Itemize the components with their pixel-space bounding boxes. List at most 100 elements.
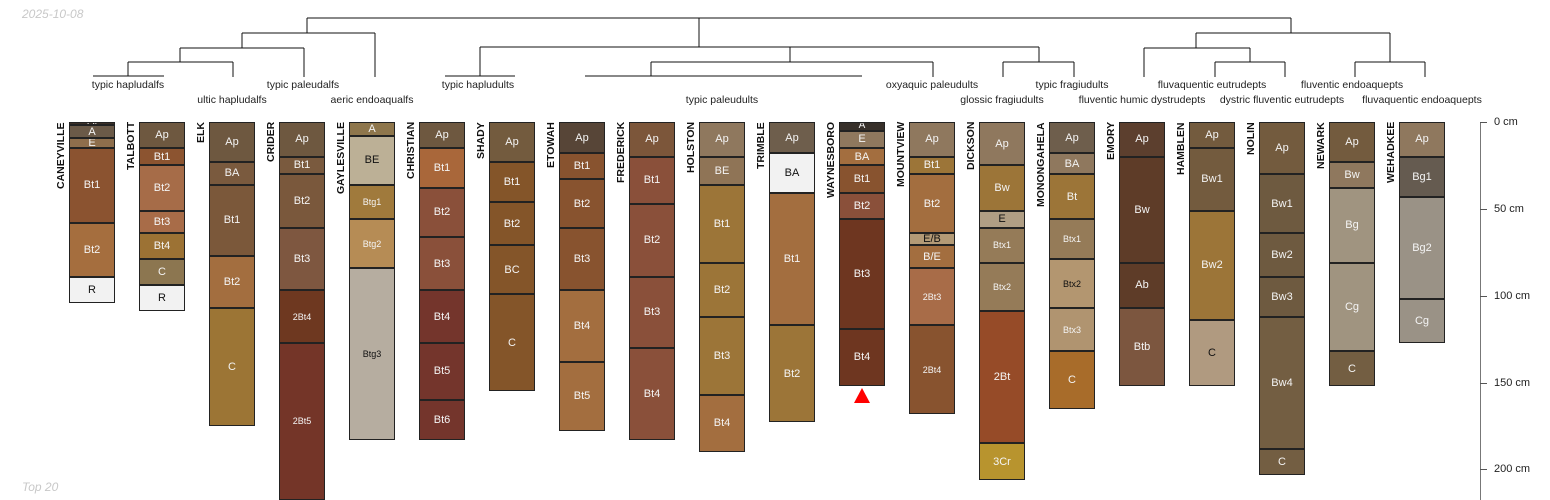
horizon: Bt4 <box>839 328 885 386</box>
profile-name: WAYNESBORO <box>825 121 837 198</box>
profile-name: DICKSON <box>965 121 977 170</box>
horizon: Bt3 <box>559 227 605 291</box>
horizon: Bt2 <box>279 174 325 228</box>
profile-name: HAMBLEN <box>1175 122 1187 176</box>
horizon: Bt3 <box>419 236 465 291</box>
horizon: Bt1 <box>559 153 605 180</box>
horizon: Cg <box>1329 262 1375 352</box>
horizon: E <box>979 210 1025 228</box>
axis-tick <box>1480 122 1487 123</box>
horizon: Ap <box>1329 122 1375 162</box>
profile-name: MONONGAHELA <box>1035 122 1047 207</box>
axis-tick-label: 0 cm <box>1494 116 1518 128</box>
taxon-label: typic paleudults <box>685 94 759 106</box>
profile-name: GAYLESVILLE <box>335 122 347 194</box>
horizon: Bt2 <box>139 165 185 211</box>
horizon: B/E <box>909 245 955 268</box>
horizon: Bt2 <box>69 222 115 277</box>
profile-name: CHRISTIAN <box>405 121 417 179</box>
axis-tick <box>1480 208 1487 210</box>
profile-name: ETOWAH <box>545 122 557 168</box>
horizon: C <box>1329 351 1375 387</box>
horizon: Ap <box>279 122 325 157</box>
axis-tick <box>1480 469 1487 471</box>
red-triangle-icon <box>854 388 870 404</box>
horizon: Bw4 <box>1259 316 1305 449</box>
taxon-label: typic paleudalfs <box>266 79 340 91</box>
horizon: Bt6 <box>419 399 465 440</box>
profile-name: SHADY <box>475 122 487 159</box>
horizon: BA <box>769 153 815 194</box>
taxon-label: fluvaquentic eutrudepts <box>1157 79 1267 91</box>
horizon: Ap <box>979 122 1025 166</box>
horizon: Bw <box>1329 161 1375 188</box>
horizon: E/B <box>909 233 955 246</box>
profile-name: WEHADKEE <box>1385 121 1397 183</box>
horizon: Bt1 <box>419 148 465 188</box>
axis-tick-label: 200 cm <box>1494 463 1531 476</box>
horizon: Bt4 <box>699 394 745 453</box>
horizon: Ap <box>699 122 745 157</box>
horizon: A <box>839 122 885 131</box>
horizon: R <box>139 285 185 312</box>
horizon: Bt1 <box>139 148 185 166</box>
horizon: Bt2 <box>419 188 465 237</box>
horizon: Btg1 <box>349 184 395 220</box>
horizon: BA <box>839 148 885 166</box>
axis-tick <box>1480 382 1487 384</box>
taxon-label: typic hapludalfs <box>91 79 165 91</box>
horizon: Bt3 <box>699 316 745 395</box>
horizon: Bt4 <box>629 347 675 440</box>
horizon: BC <box>489 245 535 294</box>
horizon: 2Bt <box>979 311 1025 444</box>
horizon: Bt5 <box>419 342 465 400</box>
horizon: Bt2 <box>839 193 885 220</box>
horizon: Bt1 <box>69 148 115 223</box>
horizon: Oi <box>69 122 115 126</box>
horizon: Bt2 <box>769 325 815 423</box>
horizon: BA <box>1049 153 1095 175</box>
depth-axis <box>1480 122 1481 500</box>
horizon: Bt2 <box>629 203 675 277</box>
horizon: C <box>1049 351 1095 409</box>
horizon: Bt2 <box>909 174 955 234</box>
taxon-label: oxyaquic paleudults <box>885 79 979 91</box>
taxon-label: fluvaquentic endoaquepts <box>1362 94 1482 106</box>
taxon-label: typic hapludults <box>441 79 515 91</box>
taxon-label: aeric endoaqualfs <box>330 94 414 106</box>
horizon: Bt3 <box>839 219 885 329</box>
profile-name: NOLIN <box>1245 122 1257 155</box>
profile-name: TRIMBLE <box>755 122 767 169</box>
horizon: BE <box>349 135 395 185</box>
horizon: Btx1 <box>1049 219 1095 260</box>
horizon: C <box>1259 448 1305 475</box>
horizon: Bt4 <box>139 233 185 260</box>
horizon: Ap <box>629 122 675 157</box>
horizon: Bt <box>1049 174 1095 220</box>
horizon: C <box>489 293 535 392</box>
date-stamp: 2025-10-08 <box>22 7 84 21</box>
horizon: Bw2 <box>1259 233 1305 277</box>
profile-name: NEWARK <box>1315 122 1327 169</box>
horizon: Bt1 <box>699 184 745 263</box>
profile-name: CANEYVILLE <box>55 122 67 189</box>
axis-tick <box>1480 295 1487 297</box>
horizon: BE <box>699 156 745 185</box>
profile-name: CRIDER <box>265 121 277 162</box>
axis-tick-label: 150 cm <box>1494 376 1531 389</box>
axis-tick-label: 50 cm <box>1494 202 1524 215</box>
horizon: Bt3 <box>629 276 675 348</box>
horizon: Btg2 <box>349 219 395 268</box>
horizon: C <box>139 259 185 286</box>
horizon: Ap <box>489 122 535 162</box>
horizon: 3Cr <box>979 443 1025 480</box>
horizon: Bt2 <box>209 255 255 308</box>
horizon: E <box>839 130 885 149</box>
profile-name: ELK <box>195 122 207 143</box>
horizon: Ap <box>1119 122 1165 157</box>
horizon: Ab <box>1119 262 1165 308</box>
horizon: Bw <box>979 165 1025 211</box>
horizon: Bt1 <box>909 156 955 175</box>
horizon: Bt1 <box>839 165 885 194</box>
dendrogram <box>93 17 1426 77</box>
